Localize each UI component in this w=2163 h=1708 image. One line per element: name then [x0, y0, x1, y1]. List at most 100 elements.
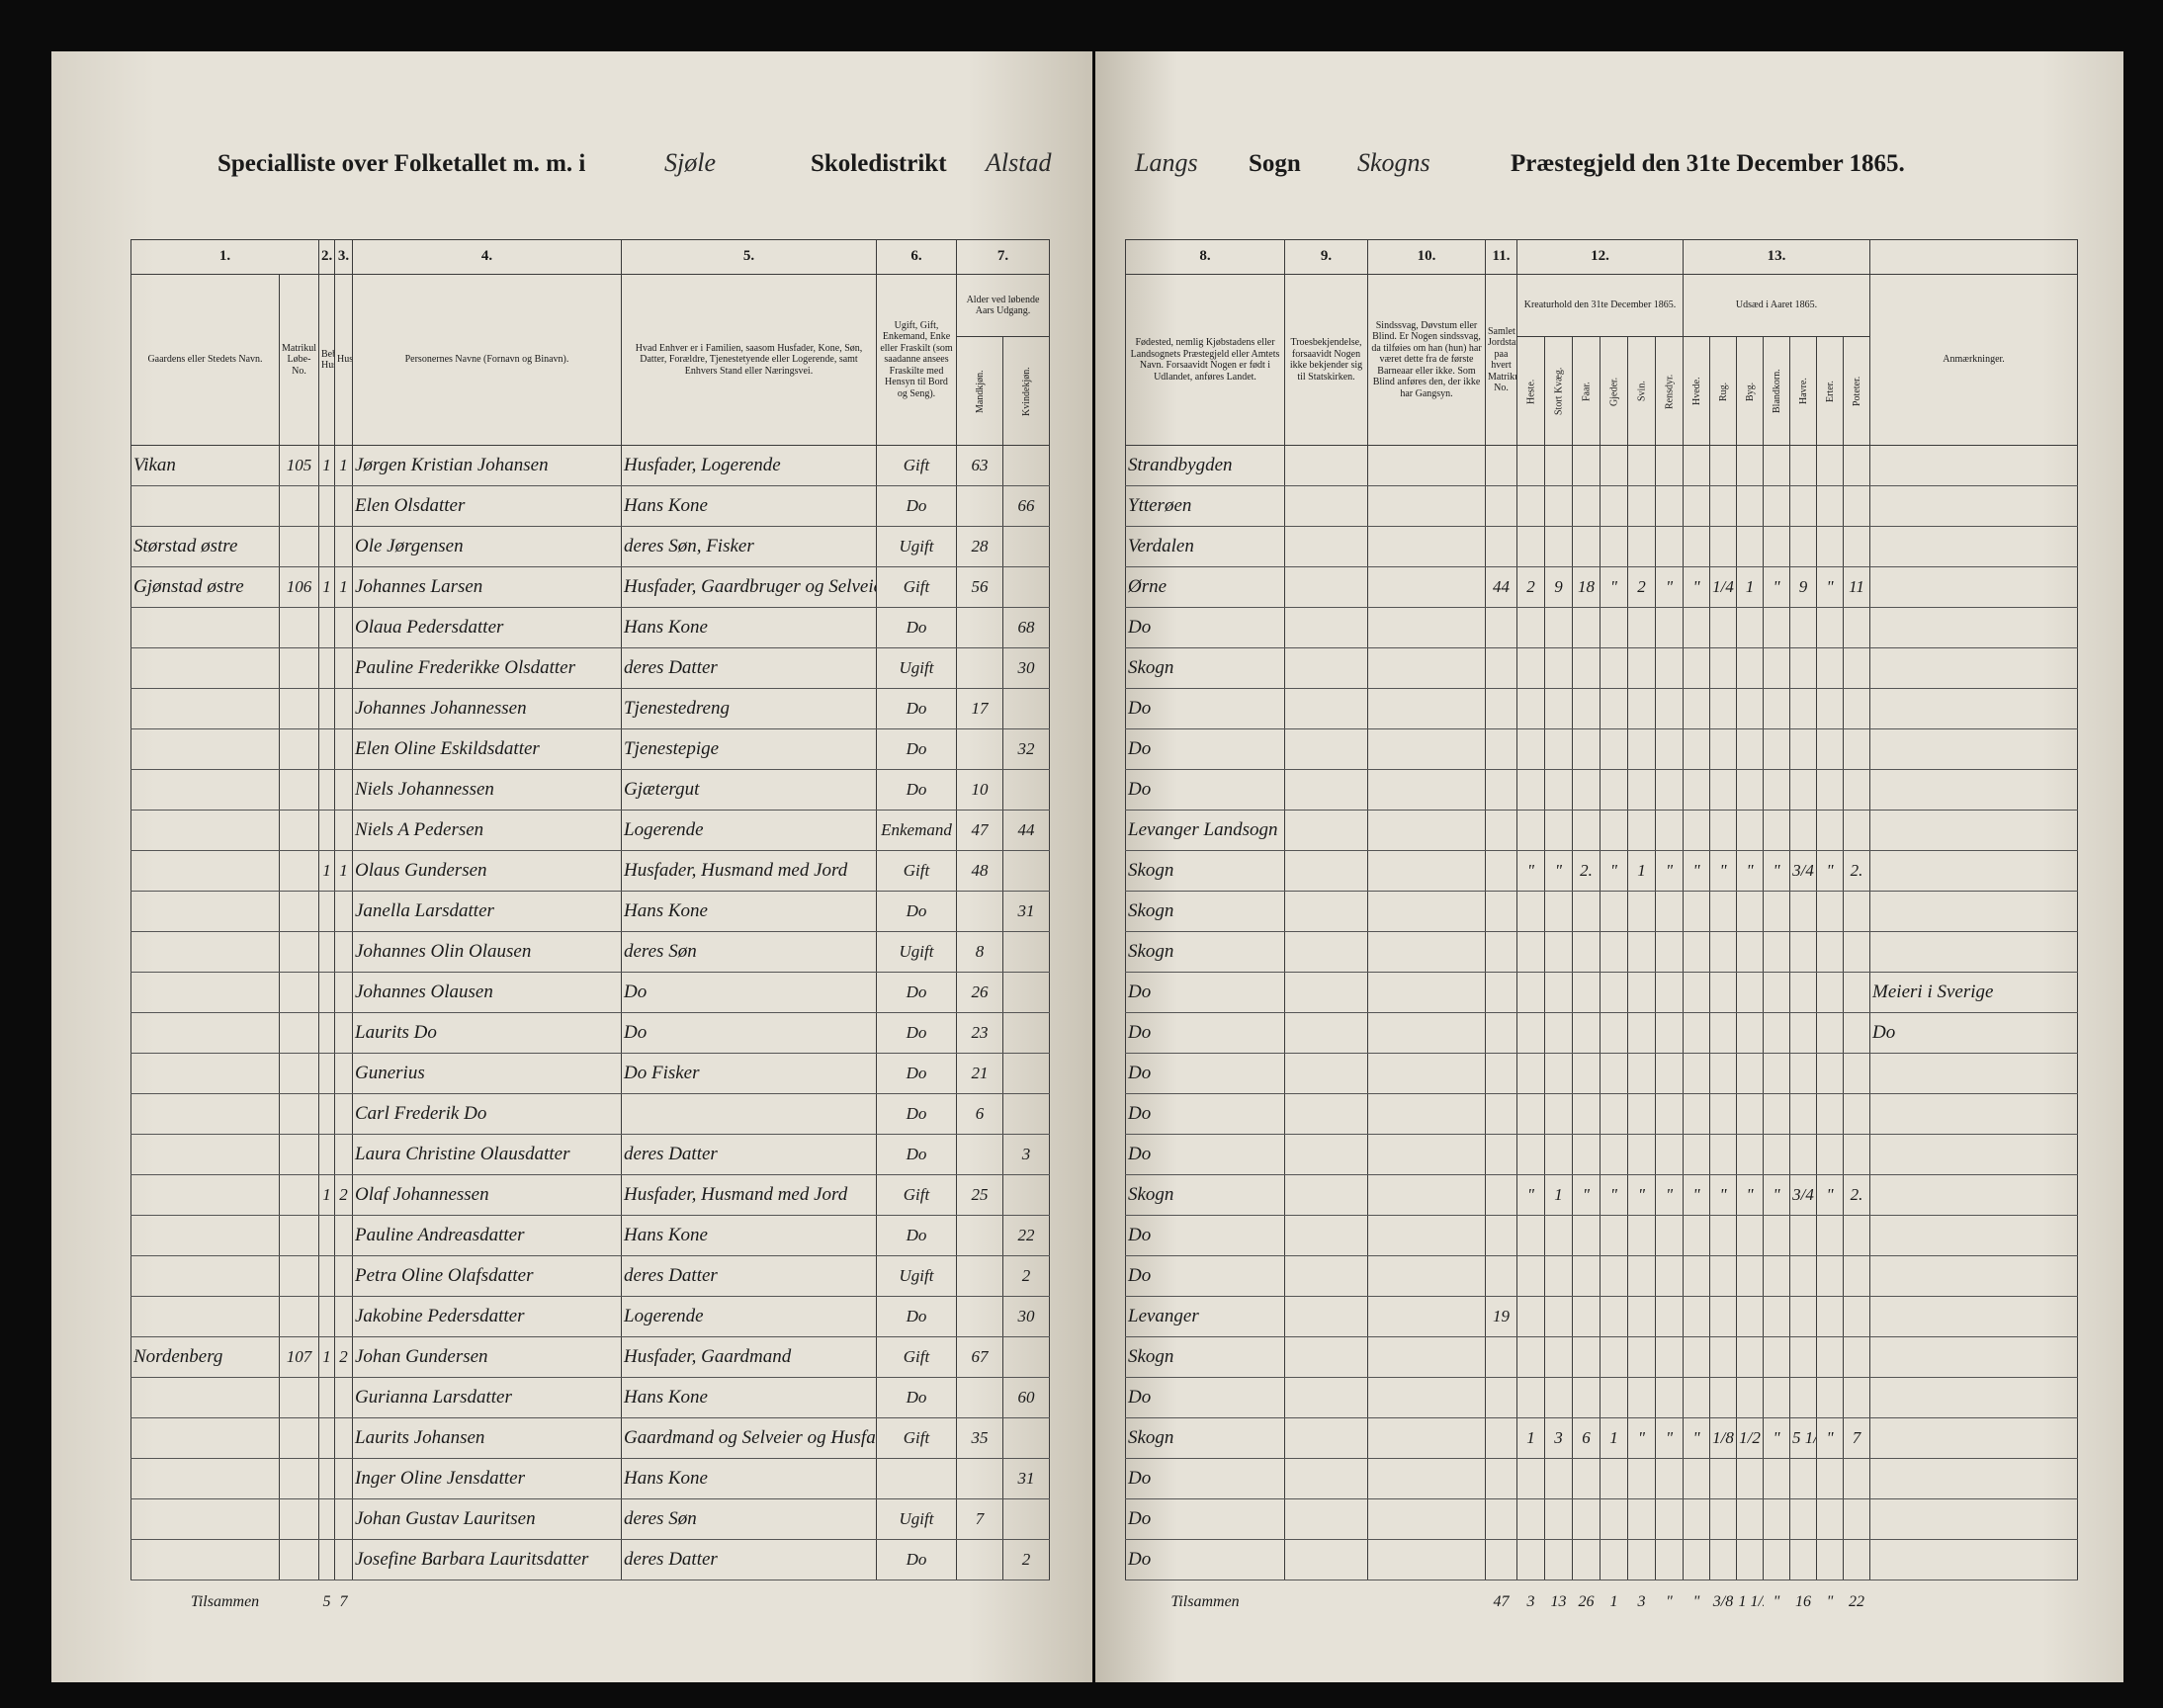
total-value: 16: [1795, 1593, 1812, 1610]
total-value: Tilsammen: [1170, 1593, 1240, 1610]
cell: [1654, 1053, 1685, 1094]
entry-row: Do: [1125, 728, 2079, 770]
cell: [1709, 1296, 1738, 1337]
cell: [1763, 1053, 1791, 1094]
cell: [130, 1458, 280, 1499]
cell: [1869, 810, 2079, 851]
cell: [1544, 607, 1573, 648]
cell: ": [1654, 1417, 1685, 1459]
cell: [334, 728, 353, 770]
cell: [1763, 1336, 1791, 1378]
cell: [1002, 972, 1050, 1013]
cell: Jørgen Kristian Johansen: [352, 445, 622, 486]
cell: [318, 1012, 335, 1054]
cell: Laurits Johansen: [352, 1417, 622, 1459]
cell: [318, 1498, 335, 1540]
cell: [1485, 1417, 1517, 1459]
cell: Elen Oline Eskildsdatter: [352, 728, 622, 770]
cell: Johannes Johannessen: [352, 688, 622, 729]
column-label: Sindssvag, Døvstum eller Blind. Er Nogen…: [1367, 274, 1486, 446]
cell: deres Datter: [621, 1539, 877, 1580]
cell: [1572, 1134, 1601, 1175]
cell: [279, 850, 319, 892]
cell: [1600, 1336, 1628, 1378]
cell: [1763, 769, 1791, 811]
cell: [1600, 526, 1628, 567]
cell: ": [1627, 1417, 1656, 1459]
cell: [1367, 1012, 1486, 1054]
column-label: Matrikul Løbe-No.: [279, 274, 319, 446]
cell: [1367, 1134, 1486, 1175]
cell: [1627, 1498, 1656, 1540]
cell: [1789, 1215, 1818, 1256]
cell: [334, 1134, 353, 1175]
cell: [130, 1417, 280, 1459]
cell: [1736, 1093, 1765, 1135]
cell: [279, 688, 319, 729]
cell: 2.: [1843, 1174, 1871, 1216]
cell: [130, 1174, 280, 1216]
cell: [1736, 1134, 1765, 1175]
cell: [1736, 1053, 1765, 1094]
cell: 3: [1544, 1417, 1573, 1459]
cell: [1816, 1134, 1845, 1175]
label: Præstegjeld den 31te December 1865.: [1511, 150, 1905, 177]
cell: 44: [1485, 566, 1517, 608]
cell: Olaus Gundersen: [352, 850, 622, 892]
cell: [1600, 1093, 1628, 1135]
cell: [956, 607, 1003, 648]
cell: [1654, 445, 1685, 486]
cell: [279, 1417, 319, 1459]
column-label: Hvad Enhver er i Familien, saasom Husfad…: [621, 274, 877, 446]
cell: [1485, 526, 1517, 567]
cell: [318, 1093, 335, 1135]
cell: [1284, 1012, 1368, 1054]
cell: [1843, 931, 1871, 973]
cell: Inger Oline Jensdatter: [352, 1458, 622, 1499]
cell: [1367, 1498, 1486, 1540]
cell: [1600, 1012, 1628, 1054]
cell: Logerende: [621, 1296, 877, 1337]
cell: 1: [318, 1174, 335, 1216]
column-label: Byg.: [1736, 336, 1764, 446]
column-label: Personernes Navne (Fornavn og Binavn).: [352, 274, 622, 446]
cell: [1683, 647, 1711, 689]
cell: [1572, 1053, 1601, 1094]
total-value: 47: [1493, 1593, 1510, 1610]
cell: [1284, 1336, 1368, 1378]
cell: [1544, 1296, 1573, 1337]
cell: deres Søn, Fisker: [621, 526, 877, 567]
cell: [1816, 1012, 1845, 1054]
cell: [1843, 607, 1871, 648]
cell: Gift: [876, 1336, 957, 1378]
entry-row: Inger Oline Jensdatter Hans Kone 31: [130, 1458, 1050, 1499]
cell: [1843, 972, 1871, 1013]
cell: [1816, 1539, 1845, 1580]
cell: Do: [876, 972, 957, 1013]
cell: Skogn: [1125, 891, 1285, 932]
cell: [1843, 1377, 1871, 1418]
cell: Hans Kone: [621, 607, 877, 648]
cell: [1485, 445, 1517, 486]
cell: Olaf Johannessen: [352, 1174, 622, 1216]
cell: [1654, 1134, 1685, 1175]
cell: [1485, 1498, 1517, 1540]
cell: [1736, 769, 1765, 811]
cell: [1002, 1012, 1050, 1054]
cell: [1367, 1053, 1486, 1094]
cell: Do: [621, 972, 877, 1013]
cell: [1736, 931, 1765, 973]
cell: [1843, 1093, 1871, 1135]
cell: [334, 607, 353, 648]
cell: [1683, 1498, 1711, 1540]
cell: [1485, 1012, 1517, 1054]
cell: [334, 526, 353, 567]
cell: Do: [1125, 688, 1285, 729]
cell: [1869, 445, 2079, 486]
cell: [1816, 485, 1845, 527]
cell: 2: [334, 1174, 353, 1216]
cell: 11: [1843, 566, 1871, 608]
cell: [1572, 891, 1601, 932]
cell: [1544, 1458, 1573, 1499]
